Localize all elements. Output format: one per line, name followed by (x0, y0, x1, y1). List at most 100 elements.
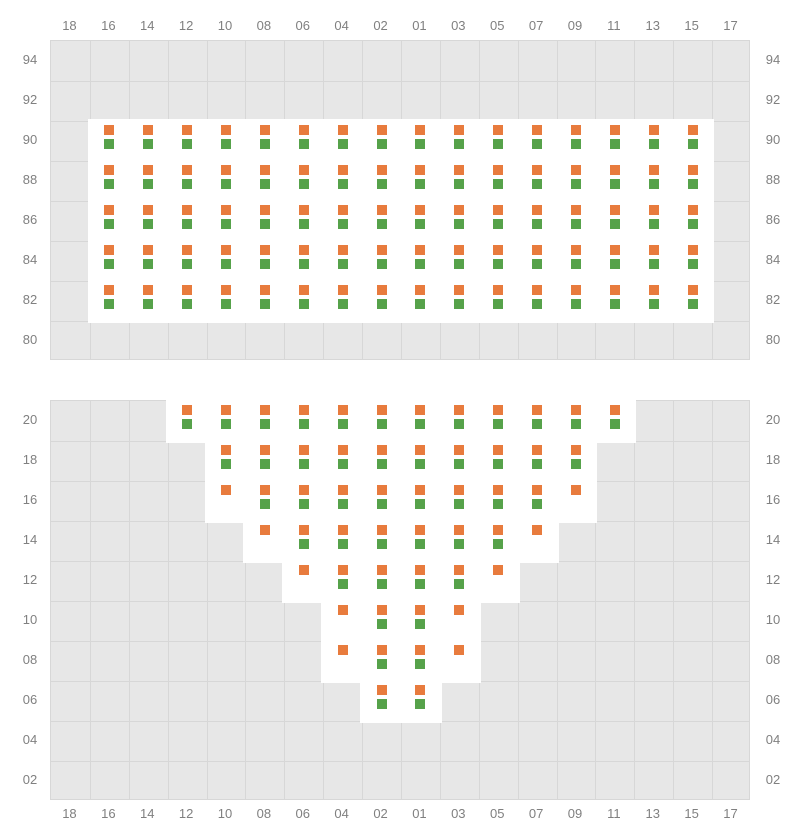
seat-cell[interactable] (243, 159, 286, 203)
seat-cell[interactable] (282, 199, 325, 243)
seat-cell[interactable] (477, 439, 520, 483)
seat-cell[interactable] (399, 599, 442, 643)
seat-cell[interactable] (166, 399, 209, 443)
seat-cell[interactable] (438, 159, 481, 203)
seat-cell[interactable] (321, 159, 364, 203)
seat-cell[interactable] (477, 479, 520, 523)
seat-cell[interactable] (593, 279, 636, 323)
seat-cell[interactable] (243, 279, 286, 323)
seat-cell[interactable] (477, 119, 520, 163)
seat-cell[interactable] (438, 639, 481, 683)
seat-cell[interactable] (243, 519, 286, 563)
seat-cell[interactable] (516, 159, 559, 203)
seat-cell[interactable] (243, 199, 286, 243)
seat-cell[interactable] (555, 439, 598, 483)
seat-cell[interactable] (321, 599, 364, 643)
seat-cell[interactable] (321, 239, 364, 283)
seat-cell[interactable] (321, 399, 364, 443)
seat-cell[interactable] (593, 239, 636, 283)
seat-cell[interactable] (282, 279, 325, 323)
seat-cell[interactable] (360, 279, 403, 323)
seat-cell[interactable] (243, 479, 286, 523)
seat-cell[interactable] (360, 399, 403, 443)
seat-cell[interactable] (321, 559, 364, 603)
seat-cell[interactable] (127, 279, 170, 323)
seat-cell[interactable] (282, 439, 325, 483)
seat-cell[interactable] (360, 239, 403, 283)
seat-cell[interactable] (282, 159, 325, 203)
seat-cell[interactable] (671, 279, 714, 323)
seat-cell[interactable] (438, 599, 481, 643)
seat-cell[interactable] (516, 439, 559, 483)
seat-cell[interactable] (555, 119, 598, 163)
seat-cell[interactable] (127, 159, 170, 203)
seat-cell[interactable] (360, 439, 403, 483)
seat-cell[interactable] (399, 519, 442, 563)
seat-cell[interactable] (399, 679, 442, 723)
seat-cell[interactable] (671, 239, 714, 283)
seat-cell[interactable] (282, 519, 325, 563)
seat-cell[interactable] (555, 399, 598, 443)
seat-cell[interactable] (399, 559, 442, 603)
seat-cell[interactable] (516, 279, 559, 323)
seat-cell[interactable] (516, 119, 559, 163)
seat-cell[interactable] (321, 519, 364, 563)
seat-cell[interactable] (88, 159, 131, 203)
seat-cell[interactable] (321, 479, 364, 523)
seat-cell[interactable] (166, 159, 209, 203)
seat-cell[interactable] (243, 119, 286, 163)
seat-cell[interactable] (555, 239, 598, 283)
seat-cell[interactable] (205, 279, 248, 323)
seat-cell[interactable] (243, 399, 286, 443)
seat-cell[interactable] (282, 559, 325, 603)
seat-cell[interactable] (88, 119, 131, 163)
seat-cell[interactable] (477, 159, 520, 203)
seat-cell[interactable] (399, 399, 442, 443)
seat-cell[interactable] (205, 119, 248, 163)
seat-cell[interactable] (477, 399, 520, 443)
seat-cell[interactable] (438, 439, 481, 483)
seat-cell[interactable] (593, 199, 636, 243)
seat-cell[interactable] (399, 159, 442, 203)
seat-cell[interactable] (438, 399, 481, 443)
seat-cell[interactable] (166, 199, 209, 243)
seat-cell[interactable] (282, 479, 325, 523)
seat-cell[interactable] (243, 239, 286, 283)
seat-cell[interactable] (438, 119, 481, 163)
seat-cell[interactable] (360, 159, 403, 203)
seat-cell[interactable] (127, 199, 170, 243)
seat-cell[interactable] (399, 479, 442, 523)
seat-cell[interactable] (593, 399, 636, 443)
seat-cell[interactable] (205, 159, 248, 203)
seat-cell[interactable] (438, 479, 481, 523)
seat-cell[interactable] (632, 159, 675, 203)
seat-cell[interactable] (593, 119, 636, 163)
seat-cell[interactable] (88, 239, 131, 283)
seat-cell[interactable] (360, 199, 403, 243)
seat-cell[interactable] (321, 119, 364, 163)
seat-cell[interactable] (593, 159, 636, 203)
seat-cell[interactable] (399, 239, 442, 283)
seat-cell[interactable] (516, 479, 559, 523)
seat-cell[interactable] (282, 399, 325, 443)
seat-cell[interactable] (360, 519, 403, 563)
seat-cell[interactable] (477, 519, 520, 563)
seat-cell[interactable] (632, 119, 675, 163)
seat-cell[interactable] (438, 559, 481, 603)
seat-cell[interactable] (127, 239, 170, 283)
seat-cell[interactable] (360, 679, 403, 723)
seat-cell[interactable] (399, 639, 442, 683)
seat-cell[interactable] (321, 439, 364, 483)
seat-cell[interactable] (88, 199, 131, 243)
seat-cell[interactable] (438, 279, 481, 323)
seat-cell[interactable] (671, 159, 714, 203)
seat-cell[interactable] (360, 599, 403, 643)
seat-cell[interactable] (321, 199, 364, 243)
seat-cell[interactable] (166, 279, 209, 323)
seat-cell[interactable] (243, 439, 286, 483)
seat-cell[interactable] (127, 119, 170, 163)
seat-cell[interactable] (399, 199, 442, 243)
seat-cell[interactable] (477, 239, 520, 283)
seat-cell[interactable] (671, 199, 714, 243)
seat-cell[interactable] (282, 119, 325, 163)
